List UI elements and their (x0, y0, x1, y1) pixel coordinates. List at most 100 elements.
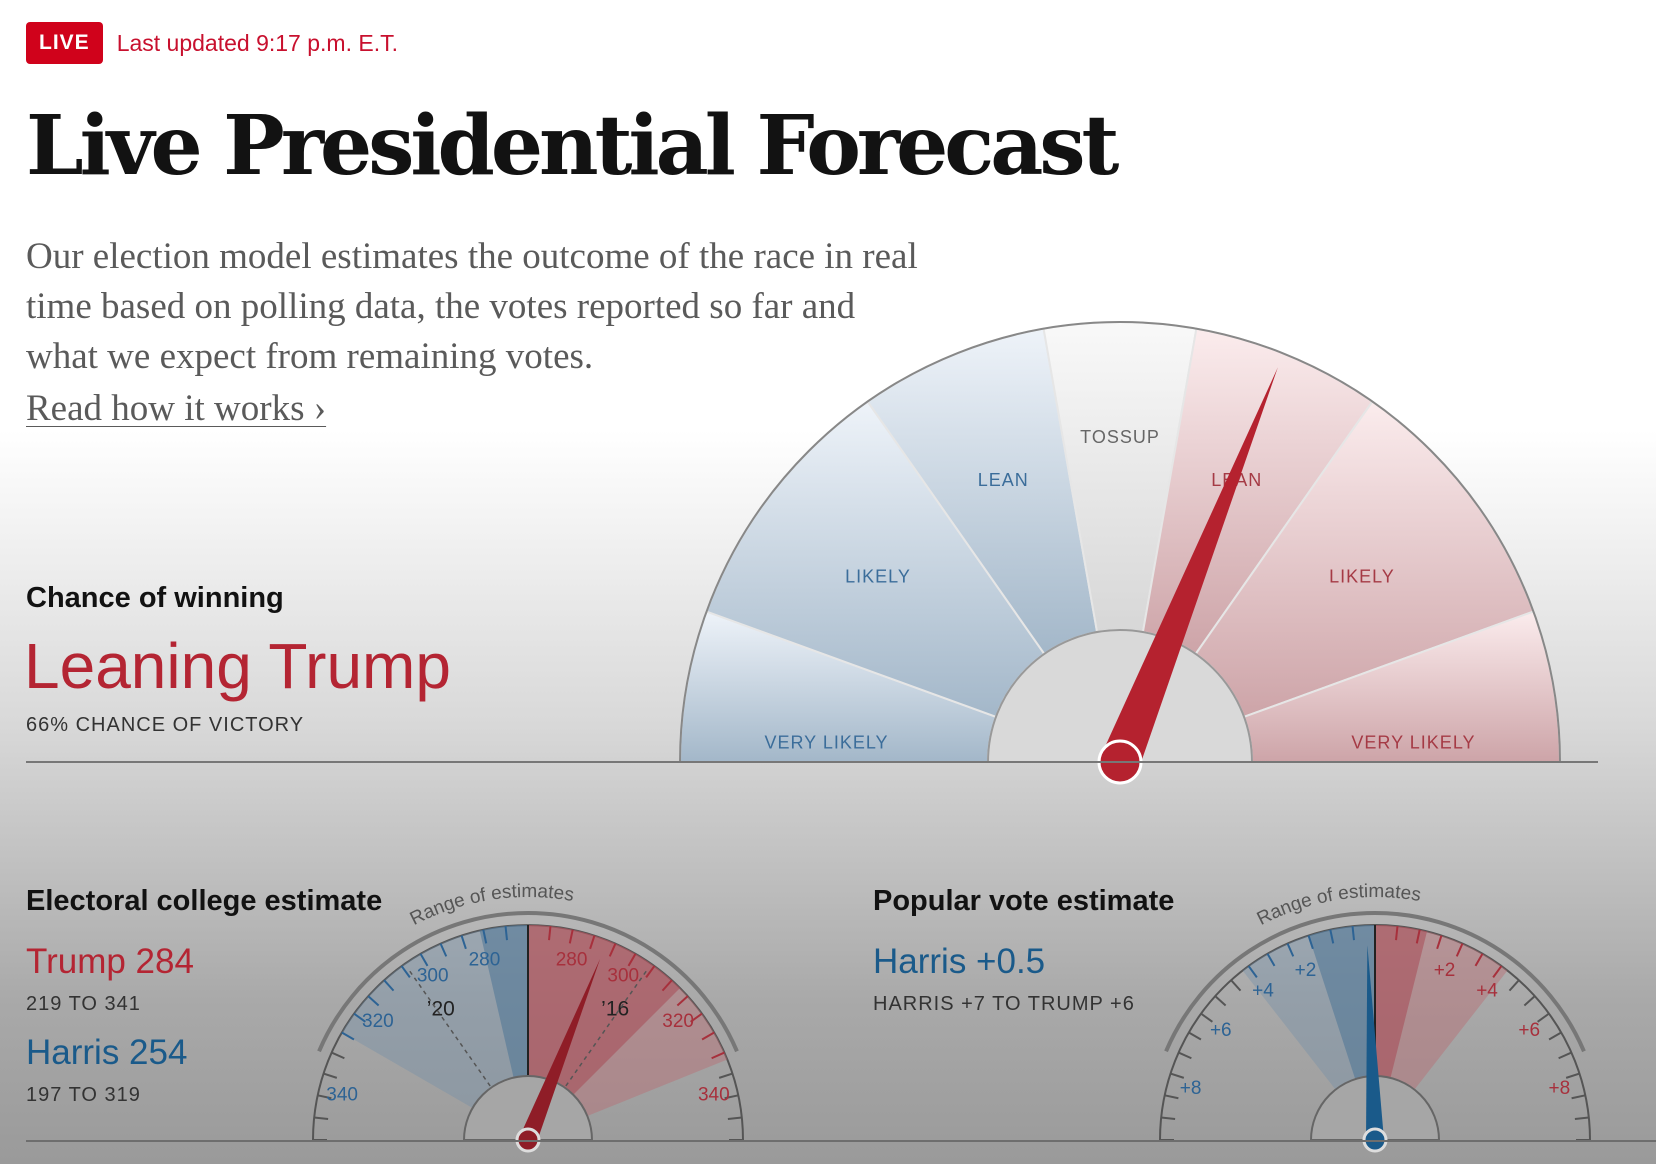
gauge-tick (1395, 926, 1399, 941)
popular-range: HARRIS +7 TO TRUMP +6 (873, 993, 1135, 1015)
chance-probability: 66% CHANCE OF VICTORY (26, 714, 305, 736)
live-status: LIVE Last updated 9:17 p.m. E.T. (26, 22, 398, 64)
gauge-tick (568, 929, 574, 944)
gauge-tick (1537, 1012, 1550, 1023)
gauge-tick (1161, 1116, 1176, 1120)
gauge-tick (1307, 935, 1314, 950)
last-updated: Last updated 9:17 p.m. E.T. (116, 29, 398, 56)
gauge-tick (1474, 953, 1484, 967)
gauge-tick (1188, 1031, 1202, 1041)
gauge-hub (462, 1075, 594, 1141)
gauge-tick-label: 320 (362, 1011, 394, 1032)
gauge-segment-label: VERY LIKELY (1351, 732, 1475, 752)
gauge-needle (519, 958, 601, 1144)
gauge-tick (314, 1116, 329, 1120)
gauge-tick (1523, 995, 1536, 1007)
gauge-tick (482, 929, 488, 944)
electoral-trump-range: 219 TO 341 (26, 993, 141, 1015)
historic-marker: ’16 (601, 997, 629, 1020)
gauge-segment-label: TOSSUP (1080, 427, 1160, 447)
electoral-harris-range: 197 TO 319 (26, 1084, 141, 1106)
gauge-tick (504, 926, 508, 941)
gauge-tick (1436, 935, 1443, 950)
gauge-tick (676, 995, 689, 1007)
gauge-segment-label: LIKELY (1329, 566, 1395, 586)
gauge-needle (1101, 367, 1278, 770)
gauge-tick (1230, 979, 1242, 992)
gauge-tick (718, 1072, 733, 1079)
gauge-tick-label: 300 (607, 965, 639, 986)
historic-marker: ’20 (427, 997, 455, 1020)
gauge-tick (1351, 926, 1355, 941)
gauge-tick (724, 1094, 739, 1100)
gauge-tick-label: 300 (417, 965, 449, 986)
gauge-tick-label: +6 (1210, 1020, 1232, 1041)
electoral-gauge: 280 300 320 340 280 300 320 340 Range of estimat… (312, 881, 744, 1153)
gauge-tick (331, 1051, 345, 1060)
gauge-tick (1492, 965, 1503, 978)
gauge-tick (341, 1031, 355, 1041)
historic-marker-line (565, 967, 650, 1087)
gauge-tick (1455, 943, 1464, 957)
gauge-tick (323, 1072, 338, 1079)
gauge-tick (608, 943, 617, 957)
gauge-tick (645, 965, 656, 978)
gauge-tick (1286, 943, 1295, 957)
range-red-core (1375, 925, 1428, 1078)
gauge-tick-label: 340 (698, 1084, 730, 1105)
chance-gauge: VERY LIKELYLIKELYLEANTOSSUPLEANLIKELYVER… (678, 321, 1562, 785)
gauge-tick-label: +8 (1180, 1078, 1202, 1099)
gauge-tick (1200, 1012, 1213, 1023)
gauge-tick (1247, 965, 1258, 978)
historic-marker-line (406, 967, 491, 1087)
gauge-tick (1329, 929, 1335, 944)
range-blue (341, 925, 528, 1108)
gauge-tick (690, 1012, 703, 1023)
page-title: Live Presidential Forecast (26, 98, 1119, 194)
electoral-trump: Trump 284 (26, 942, 194, 981)
gauge-tick (548, 926, 552, 941)
gauge-tick (701, 1031, 715, 1041)
gauge-tick-label: +6 (1518, 1020, 1540, 1041)
range-blue-core (1308, 925, 1375, 1080)
gauge-tick (727, 1116, 742, 1120)
gauge-tick-label: 320 (662, 1011, 694, 1032)
gauge-tick-label: +8 (1549, 1078, 1571, 1099)
gauge-tick-label: +4 (1476, 981, 1498, 1002)
range-title: Range of estimates (1254, 881, 1423, 930)
read-how-it-works-link[interactable]: Read how it works › (26, 388, 327, 429)
gauge-tick (1548, 1031, 1562, 1041)
electoral-harris: Harris 254 (26, 1033, 188, 1072)
gauge-tick (353, 1012, 366, 1023)
gauge-tick-label: 340 (326, 1084, 358, 1105)
gauge-tick (400, 965, 411, 978)
gauge-tick (317, 1094, 332, 1100)
gauge-tick (367, 995, 380, 1007)
range-blue-core (479, 925, 528, 1078)
chance-value: Leaning Trump (24, 630, 451, 702)
bottom-baseline (26, 1140, 1656, 1142)
gauge-tick (1415, 929, 1421, 944)
gauge-tick (1574, 1116, 1589, 1120)
gauge-tick (1565, 1072, 1580, 1079)
gauge-segment-label: LEAN (978, 470, 1029, 490)
gauge-tick (627, 953, 637, 967)
gauge-tick (589, 935, 596, 950)
gauge-tick (1571, 1094, 1586, 1100)
gauge-tick (1164, 1094, 1179, 1100)
chance-label: Chance of winning (26, 582, 284, 614)
range-guide-arc (1164, 911, 1586, 1053)
divider (26, 761, 1598, 763)
gauge-outline (679, 321, 1561, 763)
live-badge: LIVE (26, 22, 103, 64)
gauge-needle (1366, 945, 1384, 1141)
gauge-tick (419, 953, 429, 967)
gauge-tick-label: 280 (556, 949, 588, 970)
electoral-label: Electoral college estimate (26, 885, 383, 917)
gauge-tick (711, 1051, 725, 1060)
gauge-tick-label: +4 (1252, 981, 1274, 1002)
gauge-tick (460, 935, 467, 950)
intro-text: Our election model estimates the outcome… (26, 236, 918, 377)
gauge-segment-label: LIKELY (845, 566, 911, 586)
gauge-tick (1214, 995, 1227, 1007)
